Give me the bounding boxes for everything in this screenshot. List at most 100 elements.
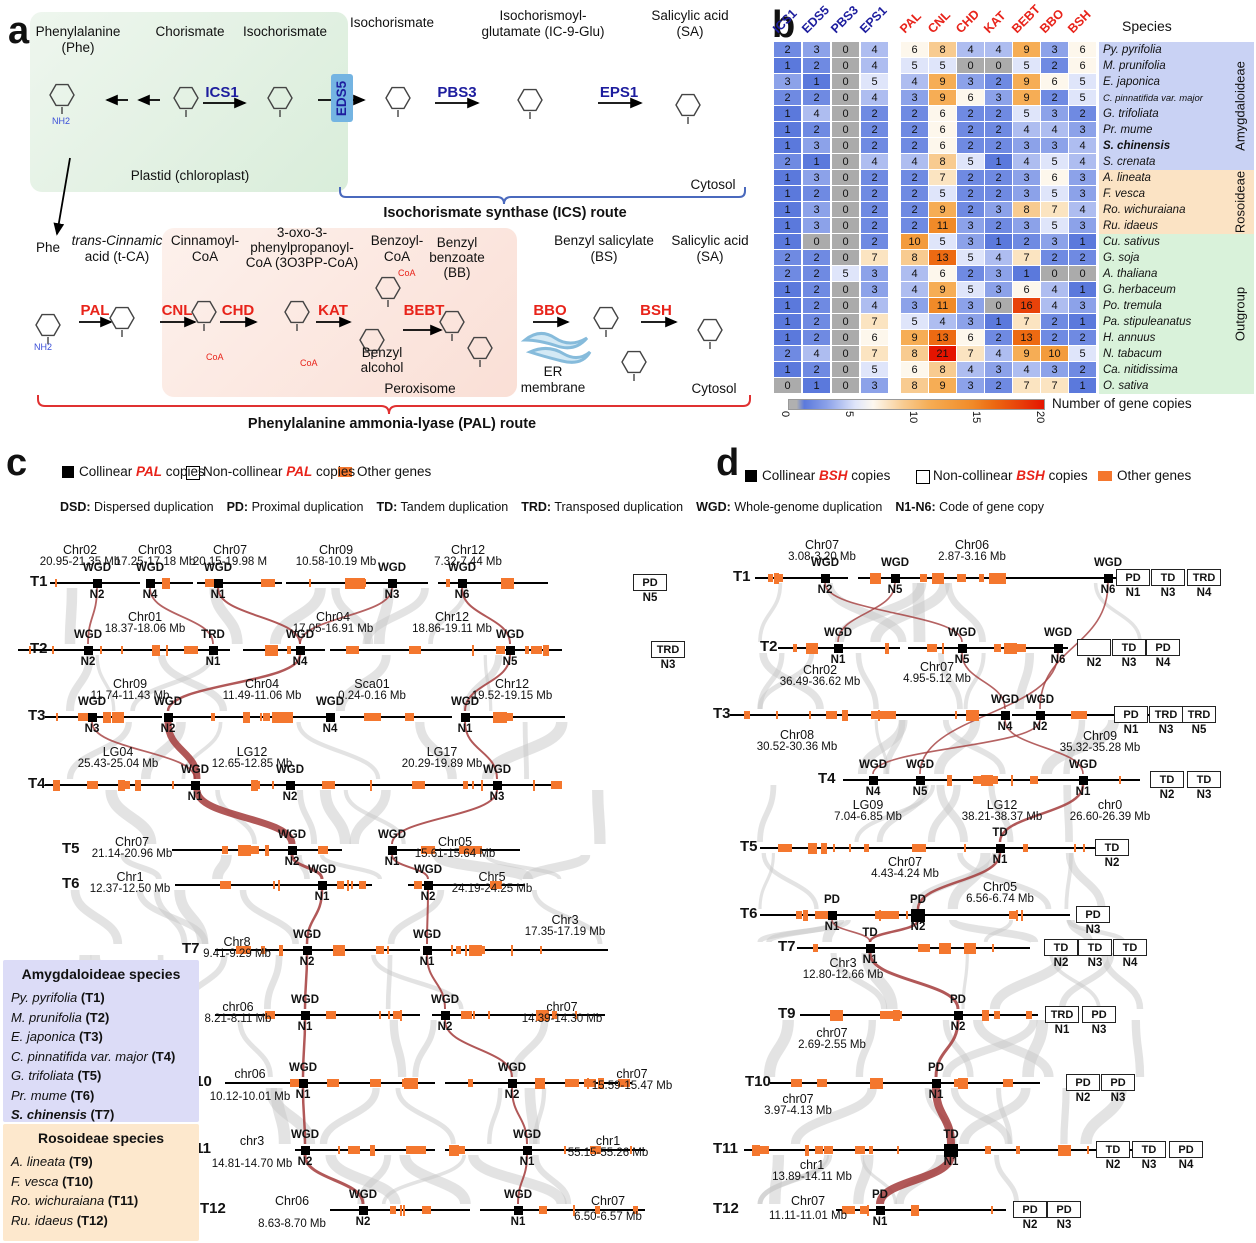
gene-copy-code: N1	[830, 654, 846, 666]
duplication-box-code: N3	[1158, 724, 1174, 736]
heatmap-cell: 1	[1013, 266, 1040, 281]
gene-copy-code: N2	[299, 956, 315, 968]
ribbon	[415, 721, 457, 780]
gene-block	[868, 1146, 873, 1154]
gene-block	[1062, 1146, 1065, 1154]
ribbon	[517, 1154, 528, 1205]
target-gene-marker	[387, 845, 397, 855]
ribbon	[391, 854, 429, 880]
heatmap-cell: 2	[901, 202, 928, 217]
heatmap-cell: 10	[1041, 346, 1068, 361]
molecule-ring-icon	[675, 93, 701, 124]
ribbon	[149, 587, 214, 645]
ribbon	[763, 1019, 794, 1078]
ribbon	[934, 1019, 960, 1078]
er-membrane-line1: ER	[543, 364, 563, 379]
gene-block	[1073, 844, 1076, 852]
duplication-box-code: N2	[1053, 957, 1069, 969]
heatmap-cell: 2	[1013, 234, 1040, 249]
duplication-box-code: N2	[1104, 857, 1120, 869]
gene-block	[796, 911, 803, 919]
duplication-type-label: WGD	[447, 562, 477, 574]
heatmap-cell: 9	[929, 378, 956, 393]
gene-block	[1025, 1011, 1033, 1019]
ribbon	[399, 1153, 471, 1206]
ribbon	[301, 1087, 307, 1145]
duplication-type-label: WGD	[412, 929, 442, 941]
heatmap-cell: 5	[861, 362, 888, 377]
ribbon	[963, 652, 986, 710]
chromosome-name: chr07	[616, 1067, 648, 1081]
gene-block	[989, 572, 999, 584]
gene-block	[595, 1206, 601, 1214]
heatmap-cell: 3	[803, 170, 830, 185]
duplication-type-label: WGD	[82, 562, 112, 574]
heatmap-cell: 0	[832, 298, 859, 313]
duplication-type-label: WGD	[307, 864, 337, 876]
ribbon	[461, 587, 511, 645]
heatmap-cell: 5	[1013, 106, 1040, 121]
heatmap-cell: 9	[1013, 74, 1040, 89]
gene-block	[864, 844, 870, 852]
gene-copy-code: N2	[1032, 721, 1048, 733]
duplication-box: PD	[1066, 1074, 1100, 1091]
gene-block	[993, 644, 1002, 652]
gene-block	[265, 644, 279, 656]
species-header: Species	[1122, 18, 1172, 34]
collinear-label: Collinear BSH copies	[762, 468, 891, 483]
heatmap-cell: 2	[861, 202, 888, 217]
species-name: Ru. idaeus	[1103, 220, 1158, 232]
species-legend-item: M. prunifolia (T2)	[11, 1009, 110, 1025]
heatmap-cell: 8	[929, 154, 956, 169]
duplication-box-code: N5	[1191, 724, 1207, 736]
gene-copy-code: N3	[84, 723, 100, 735]
ribbon	[140, 721, 186, 780]
gene-copy-code: N2	[297, 1156, 313, 1168]
heatmap-cell: 0	[832, 122, 859, 137]
heatmap-cell: 3	[1013, 170, 1040, 185]
gene-copy-code: N3	[384, 589, 400, 601]
ribbon	[854, 784, 936, 843]
duplication-box: TD	[1151, 569, 1185, 586]
gene-block	[359, 881, 367, 889]
molecule-ring-icon	[375, 276, 401, 307]
gene-block	[378, 1011, 381, 1019]
gene-block	[992, 944, 995, 952]
heatmap-cell: 2	[957, 186, 984, 201]
heatmap-cell: 3	[861, 378, 888, 393]
gene-block	[501, 577, 515, 589]
chromosome-range: 20.95-21.35 Mb	[39, 556, 121, 568]
chromosome-name: Sca01	[354, 677, 390, 691]
gene-block	[551, 1011, 558, 1019]
target-gene-marker	[422, 945, 432, 955]
heatmap-cell: 0	[832, 202, 859, 217]
ribbon	[349, 789, 391, 845]
colorbar-tick: 5	[842, 411, 855, 418]
ribbon	[831, 919, 871, 943]
duplication-box: PD	[1169, 1141, 1203, 1158]
duplication-type-label: WGD	[413, 864, 443, 876]
ribbon	[959, 1087, 1031, 1145]
duplication-box: PD	[1101, 1074, 1135, 1091]
gene-block	[879, 1011, 891, 1019]
chromosome-range: 4.43-4.24 Mb	[871, 868, 939, 880]
gene-block	[277, 879, 280, 891]
chromosome-range: 12.80-12.66 Mb	[802, 969, 884, 981]
ribbon	[412, 1019, 437, 1078]
compound-ic9glu-line2: glutamate (IC-9-Glu)	[481, 24, 605, 39]
ribbon	[761, 852, 819, 910]
chromosome-range: 17.25-17.18 Mb	[114, 556, 196, 568]
track-label-T2: T2	[30, 640, 48, 657]
ribbon	[389, 1019, 407, 1078]
molecule-ring-icon	[35, 313, 61, 344]
ribbon	[1022, 1019, 1049, 1078]
species-name: Pa. stipuleanatus	[1103, 316, 1192, 328]
gene-block	[345, 577, 356, 589]
duplication-box-code: N1	[1125, 587, 1141, 599]
heatmap-cell: 3	[1013, 218, 1040, 233]
gene-copy-code: N1	[187, 791, 203, 803]
chromosome-name: Chr8	[223, 935, 251, 949]
duplication-type-label: WGD	[905, 759, 935, 771]
chromosome-name: Chr02	[802, 663, 838, 677]
heatmap-cell: 3	[985, 282, 1012, 297]
